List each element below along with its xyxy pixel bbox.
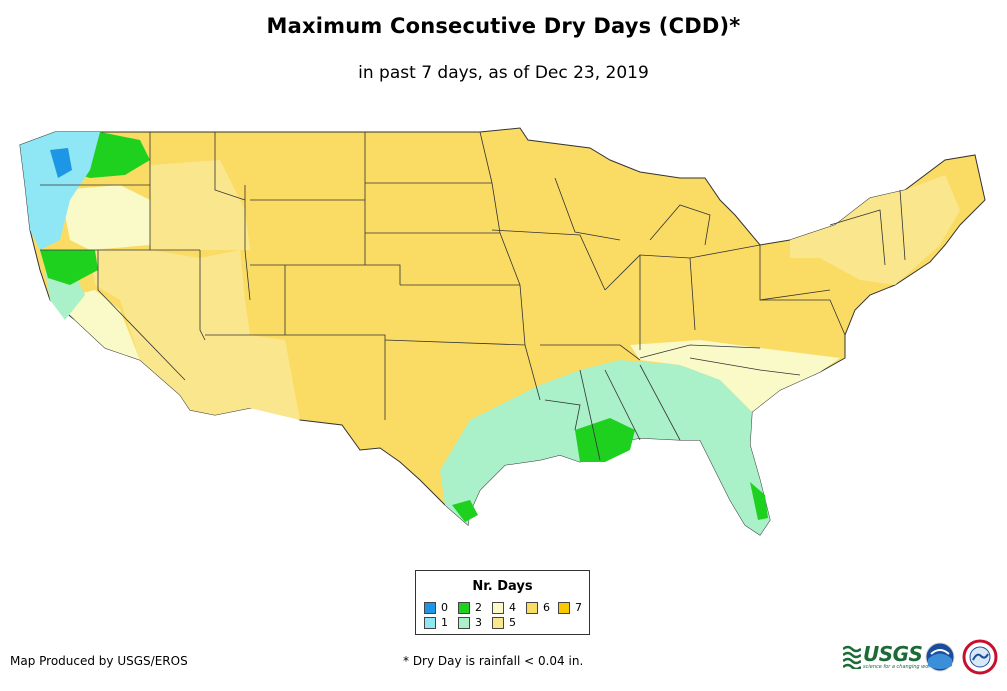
legend-swatch-7 [558,602,570,614]
nws-logo-icon [962,639,998,675]
legend-item-2: 2 [458,602,482,614]
zone-level-0-washington [50,148,72,178]
zone-level-4-southeast [630,340,840,412]
legend-swatch-6 [526,602,538,614]
usgs-wordmark: USGS [863,642,923,666]
zone-level-4-california [55,290,140,360]
zone-level-1-coast [20,132,100,250]
map-title: Maximum Consecutive Dry Days (CDD)* [266,14,741,38]
legend-swatch-5 [492,617,504,629]
usgs-logo: USGS science for a changing world [843,642,935,672]
legend-swatch-4 [492,602,504,614]
legend-swatch-1 [424,617,436,629]
usgs-tagline: science for a changing world [863,664,935,670]
legend-label-2: 2 [475,601,482,614]
legend-item-1: 1 [424,617,448,629]
zone-level-4-oregon [60,185,150,250]
state-boundaries [40,131,906,461]
legend-item-4: 4 [492,602,516,614]
legend-label-4: 4 [509,601,516,614]
zone-level-2-louisiana [575,418,635,462]
zone-level-3-gulf [440,360,770,535]
legend-label-6: 6 [543,601,550,614]
noaa-logo-icon [925,642,955,672]
zone-level-5-west [90,250,300,420]
legend-item-7: 7 [558,602,582,614]
legend-label-5: 5 [509,616,516,629]
map-subtitle: in past 7 days, as of Dec 23, 2019 [358,63,649,83]
legend-title: Nr. Days [472,579,533,594]
zone-level-2-texas-coast [452,500,478,522]
legend-label-1: 1 [441,616,448,629]
legend-swatch-0 [424,602,436,614]
zone-level-5-northeast [790,175,960,285]
us-dry-days-map [19,127,986,536]
usgs-wave-icon [843,645,861,669]
zone-level-2-florida [750,482,768,520]
legend-label-3: 3 [475,616,482,629]
credit-text: Map Produced by USGS/EROS [10,654,188,668]
zone-level-5-northwest [150,160,250,250]
legend-swatch-3 [458,617,470,629]
zone-level-2-northern-ca [40,250,98,285]
legend-item-5: 5 [492,617,516,629]
dry-day-note: * Dry Day is rainfall < 0.04 in. [403,654,584,668]
legend-item-3: 3 [458,617,482,629]
legend-item-0: 0 [424,602,448,614]
legend-swatch-2 [458,602,470,614]
legend: Nr. Days 0 2 4 6 7 1 3 5 [415,570,590,635]
legend-label-7: 7 [575,601,582,614]
legend-label-0: 0 [441,601,448,614]
legend-item-6: 6 [526,602,550,614]
